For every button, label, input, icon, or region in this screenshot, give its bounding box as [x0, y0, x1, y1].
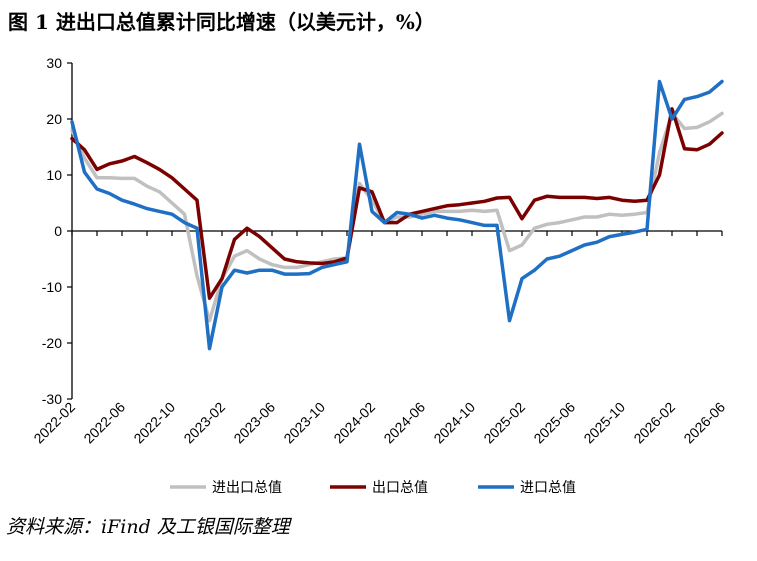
y-tick-label: 20	[46, 111, 62, 127]
series-line	[70, 107, 724, 300]
series-lines	[70, 79, 724, 351]
x-tick-label: 2026-06	[680, 399, 728, 447]
y-tick-label: -10	[42, 279, 62, 295]
chart-legend: 进出口总值 出口总值 进口总值	[170, 480, 576, 496]
series-line	[70, 79, 724, 351]
y-tick-label: 10	[46, 167, 62, 183]
legend-label: 进口总值	[520, 480, 576, 496]
x-tick-label: 2025-06	[530, 399, 578, 447]
source-note: 资料来源：iFind 及工银国际整理	[6, 516, 290, 538]
y-tick-label: -20	[42, 335, 62, 351]
x-tick-label: 2025-10	[580, 399, 628, 447]
y-tick-label: 30	[46, 55, 62, 71]
chart-title: 图 1 进出口总值累计同比增速（以美元计，%）	[8, 10, 435, 34]
series-line	[70, 111, 724, 323]
x-tick-label: 2026-02	[630, 399, 678, 447]
x-tick-label: 2024-06	[380, 399, 428, 447]
legend-label: 出口总值	[372, 480, 428, 496]
x-tick-label: 2022-06	[80, 399, 128, 447]
legend-label: 进出口总值	[212, 480, 282, 496]
x-tick-label: 2025-02	[480, 399, 528, 447]
x-tick-label: 2023-06	[230, 399, 278, 447]
x-tick-label: 2024-10	[430, 399, 478, 447]
y-tick-label: -30	[42, 391, 62, 407]
y-tick-label: 0	[54, 223, 62, 239]
x-tick-label: 2023-02	[180, 399, 228, 447]
x-tick-label: 2022-10	[130, 399, 178, 447]
x-tick-label: 2024-02	[330, 399, 378, 447]
x-tick-label: 2023-10	[280, 399, 328, 447]
